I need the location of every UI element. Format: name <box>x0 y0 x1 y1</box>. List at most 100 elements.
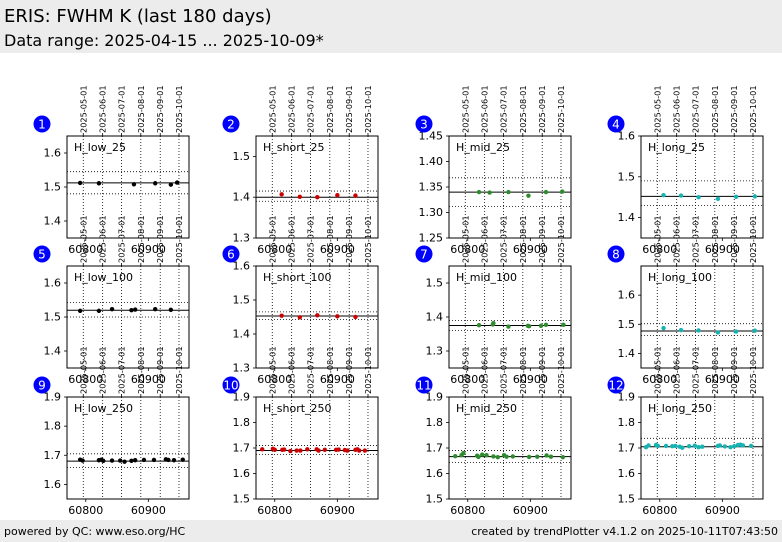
date-tick-label: 2025-10-01 <box>174 85 184 133</box>
date-tick-label: 2025-09-01 <box>155 346 165 394</box>
data-point <box>180 457 185 462</box>
data-point <box>476 189 482 195</box>
y-tick-label: 1.8 <box>233 416 251 429</box>
y-tick-label: 1.8 <box>44 420 62 433</box>
data-point <box>80 458 85 463</box>
date-tick-label: 2025-08-01 <box>136 346 146 394</box>
panel-number: 7 <box>420 247 428 261</box>
panel-number: 1 <box>38 117 46 131</box>
date-tick-label: 2025-10-01 <box>363 346 373 394</box>
date-tick-label: 2025-08-01 <box>710 85 720 133</box>
panel-number: 10 <box>223 378 238 392</box>
date-tick-label: 2025-10-01 <box>748 215 758 263</box>
data-point <box>305 447 310 452</box>
date-tick-label: 2025-06-01 <box>480 85 490 133</box>
panel-number: 6 <box>227 247 235 261</box>
date-tick-label: 2025-05-01 <box>652 215 662 263</box>
data-point <box>260 447 265 452</box>
series-label: H_short_25 <box>263 141 325 154</box>
plot-frame <box>255 135 379 239</box>
series-label: H_mid_25 <box>456 141 510 154</box>
data-point <box>131 182 137 187</box>
data-point <box>129 308 134 313</box>
data-point <box>109 458 115 463</box>
data-point <box>673 443 678 449</box>
date-tick-label: 2025-07-01 <box>116 85 126 133</box>
date-tick-label: 2025-10-01 <box>174 346 184 394</box>
data-point <box>717 443 723 448</box>
x-tick-label: 60900 <box>131 243 166 256</box>
date-tick-label: 2025-05-01 <box>78 346 88 394</box>
plot-frame <box>448 135 572 239</box>
y-tick-label: 1.7 <box>44 449 62 462</box>
y-tick-label: 1.6 <box>233 467 251 480</box>
data-point <box>168 182 174 187</box>
data-point <box>288 448 293 454</box>
data-point <box>491 320 496 326</box>
trend-panel: 2025-05-01 2025-06-01 2025-07-01 2025-08-01… <box>415 215 572 386</box>
date-tick-label: 2025-09-01 <box>729 85 739 133</box>
x-tick-label: 60900 <box>131 373 166 386</box>
x-tick-label: 60800 <box>257 243 292 256</box>
data-point <box>272 447 277 452</box>
panel-number: 11 <box>416 378 431 392</box>
data-point <box>109 306 115 312</box>
y-tick-label: 1.8 <box>426 416 444 429</box>
date-tick-label: 2025-05-01 <box>267 346 277 394</box>
data-point <box>322 447 328 452</box>
date-tick-label: 2025-05-01 <box>460 346 470 394</box>
data-point <box>696 445 701 450</box>
y-tick-label: 1.5 <box>233 150 251 163</box>
data-point <box>678 193 684 198</box>
data-point <box>544 453 549 458</box>
data-point <box>153 306 158 312</box>
data-point <box>476 322 482 328</box>
date-tick-label: 2025-07-01 <box>690 215 700 263</box>
y-tick-label: 1.6 <box>618 467 636 480</box>
data-point <box>506 189 511 195</box>
data-point <box>495 454 500 460</box>
trend-panel: 2025-05-01 2025-06-01 2025-07-01 2025-08-01… <box>607 85 764 256</box>
date-tick-label: 2025-05-01 <box>267 215 277 263</box>
data-point <box>294 448 299 453</box>
y-tick-label: 1.6 <box>44 277 62 290</box>
panel-number-badge <box>607 376 625 394</box>
date-tick-label: 2025-10-01 <box>363 85 373 133</box>
y-tick-label: 1.40 <box>419 155 444 168</box>
panel-number: 8 <box>612 247 620 261</box>
date-tick-label: 2025-08-01 <box>325 346 335 394</box>
x-tick-label: 60800 <box>450 504 485 517</box>
date-tick-label: 2025-08-01 <box>136 215 146 263</box>
data-point <box>297 194 302 199</box>
data-point <box>345 448 350 453</box>
date-tick-label: 2025-07-01 <box>305 346 315 394</box>
data-point <box>700 444 705 449</box>
y-tick-label: 1.5 <box>426 277 444 290</box>
y-tick-label: 1.8 <box>618 416 636 429</box>
y-tick-label: 1.6 <box>233 260 251 273</box>
y-tick-label: 1.6 <box>426 467 444 480</box>
panel-number-badge <box>222 376 240 394</box>
panel-number-badge <box>415 245 433 263</box>
date-tick-label: 2025-10-01 <box>748 85 758 133</box>
panel-number-badge <box>33 376 51 394</box>
date-tick-label: 2025-09-01 <box>344 346 354 394</box>
panel-number-badge <box>415 115 433 133</box>
date-tick-label: 2025-07-01 <box>116 346 126 394</box>
y-tick-label: 1.3 <box>233 362 251 375</box>
data-point <box>526 454 532 460</box>
panel-number-badge <box>222 115 240 133</box>
panel-number: 9 <box>38 378 46 392</box>
y-tick-label: 1.9 <box>233 391 251 404</box>
data-point <box>336 447 341 452</box>
data-point <box>538 323 544 329</box>
date-tick-label: 2025-07-01 <box>690 85 700 133</box>
data-point <box>362 448 368 453</box>
date-tick-label: 2025-10-01 <box>556 346 566 394</box>
panel-number-badge <box>415 376 433 394</box>
data-point <box>96 181 102 186</box>
date-tick-label: 2025-06-01 <box>287 346 297 394</box>
y-tick-label: 1.5 <box>44 181 62 194</box>
data-point <box>560 454 566 460</box>
